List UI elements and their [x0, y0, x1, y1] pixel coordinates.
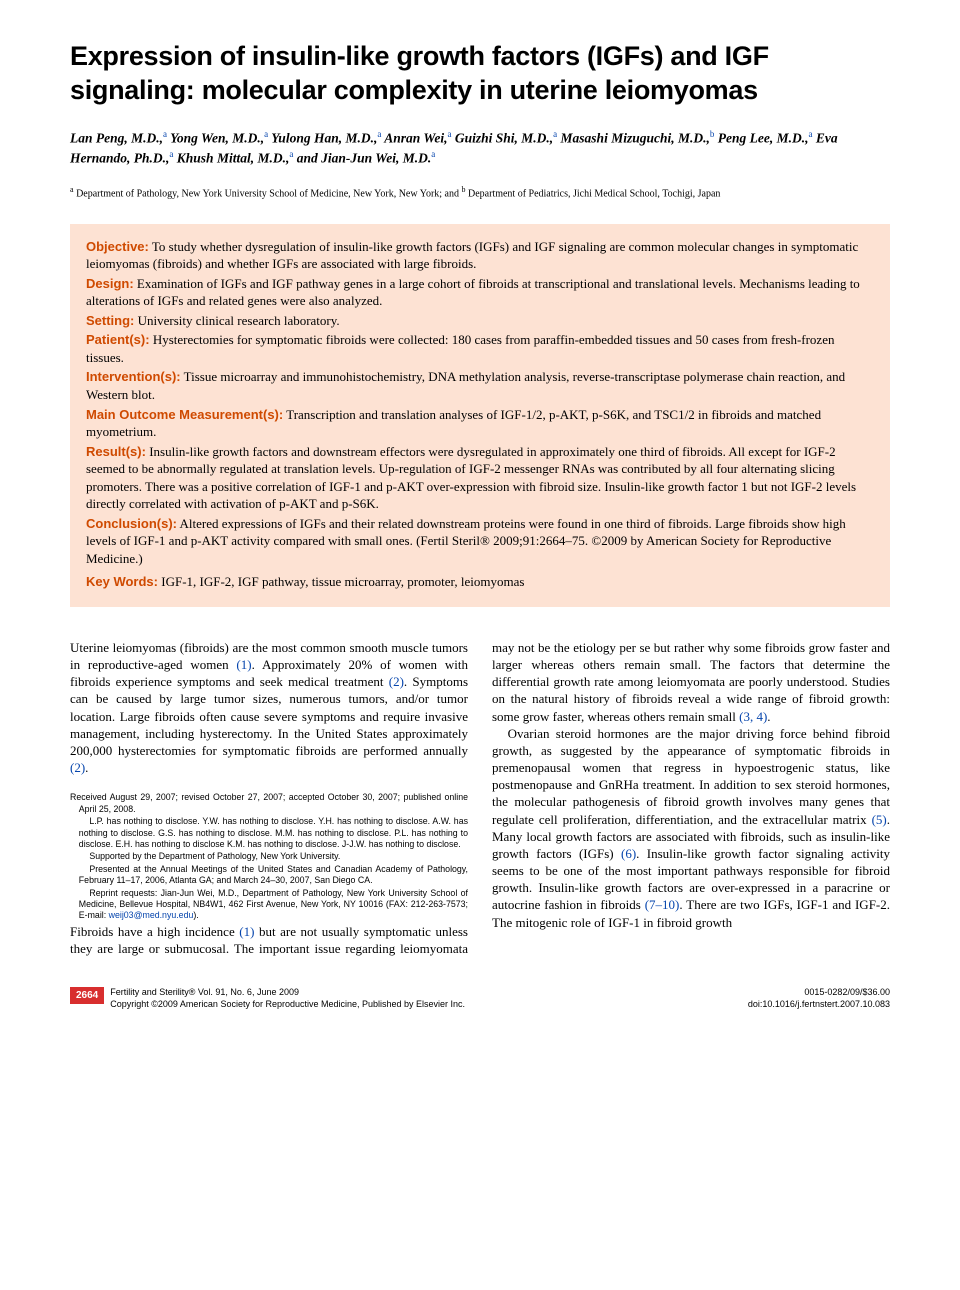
- citation-link[interactable]: (3, 4): [739, 709, 767, 724]
- abstract-conclusions: Conclusion(s): Altered expressions of IG…: [86, 515, 874, 568]
- body-columns: Uterine leiomyomas (fibroids) are the mo…: [70, 639, 890, 957]
- abstract-setting: Setting: University clinical research la…: [86, 312, 874, 330]
- abstract-text: Tissue microarray and immunohistochemist…: [86, 369, 845, 402]
- footnotes-block: Received August 29, 2007; revised Octobe…: [70, 792, 468, 922]
- footer-left: 2664 Fertility and Sterility® Vol. 91, N…: [70, 987, 465, 1010]
- citation-link[interactable]: (2): [389, 674, 404, 689]
- citation-link[interactable]: (1): [239, 924, 254, 939]
- body-paragraph: Ovarian steroid hormones are the major d…: [492, 725, 890, 931]
- abstract-text: IGF-1, IGF-2, IGF pathway, tissue microa…: [161, 574, 524, 589]
- abstract-label: Key Words:: [86, 574, 158, 589]
- abstract-label: Conclusion(s):: [86, 516, 177, 531]
- citation-link[interactable]: (7–10): [645, 897, 680, 912]
- abstract-measurements: Main Outcome Measurement(s): Transcripti…: [86, 406, 874, 441]
- abstract-box: Objective: To study whether dysregulatio…: [70, 224, 890, 607]
- footnote: L.P. has nothing to disclose. Y.W. has n…: [70, 816, 468, 850]
- footnote: Presented at the Annual Meetings of the …: [70, 864, 468, 887]
- abstract-label: Patient(s):: [86, 332, 150, 347]
- abstract-label: Objective:: [86, 239, 149, 254]
- authors-list: Lan Peng, M.D.,a Yong Wen, M.D.,a Yulong…: [70, 128, 890, 169]
- abstract-label: Setting:: [86, 313, 134, 328]
- footnote: Received August 29, 2007; revised Octobe…: [70, 792, 468, 815]
- abstract-keywords: Key Words: IGF-1, IGF-2, IGF pathway, ti…: [86, 573, 874, 591]
- abstract-label: Design:: [86, 276, 134, 291]
- page-number-badge: 2664: [70, 987, 104, 1004]
- journal-citation: Fertility and Sterility® Vol. 91, No. 6,…: [110, 987, 465, 999]
- abstract-results: Result(s): Insulin-like growth factors a…: [86, 443, 874, 513]
- abstract-text: University clinical research laboratory.: [138, 313, 340, 328]
- abstract-label: Intervention(s):: [86, 369, 181, 384]
- page-footer: 2664 Fertility and Sterility® Vol. 91, N…: [70, 987, 890, 1010]
- abstract-patients: Patient(s): Hysterectomies for symptomat…: [86, 331, 874, 366]
- abstract-text: To study whether dysregulation of insuli…: [86, 239, 858, 272]
- citation-link[interactable]: (1): [236, 657, 251, 672]
- abstract-interventions: Intervention(s): Tissue microarray and i…: [86, 368, 874, 403]
- doi-line: doi:10.1016/j.fertnstert.2007.10.083: [748, 999, 890, 1011]
- affiliations: a Department of Pathology, New York Univ…: [70, 184, 890, 201]
- footer-right: 0015-0282/09/$36.00 doi:10.1016/j.fertns…: [748, 987, 890, 1010]
- issn-line: 0015-0282/09/$36.00: [748, 987, 890, 999]
- abstract-label: Result(s):: [86, 444, 146, 459]
- email-link[interactable]: weij03@med.nyu.edu: [109, 910, 194, 920]
- abstract-objective: Objective: To study whether dysregulatio…: [86, 238, 874, 273]
- copyright-line: Copyright ©2009 American Society for Rep…: [110, 999, 465, 1011]
- abstract-text: Altered expressions of IGFs and their re…: [86, 516, 846, 566]
- abstract-text: Examination of IGFs and IGF pathway gene…: [86, 276, 860, 309]
- abstract-text: Insulin-like growth factors and downstre…: [86, 444, 856, 512]
- citation-link[interactable]: (6): [621, 846, 636, 861]
- body-paragraph: Uterine leiomyomas (fibroids) are the mo…: [70, 639, 468, 776]
- citation-link[interactable]: (5): [872, 812, 887, 827]
- citation-link[interactable]: (2): [70, 760, 85, 775]
- abstract-design: Design: Examination of IGFs and IGF path…: [86, 275, 874, 310]
- footnote: Supported by the Department of Pathology…: [70, 851, 468, 862]
- abstract-label: Main Outcome Measurement(s):: [86, 407, 283, 422]
- article-title: Expression of insulin-like growth factor…: [70, 40, 890, 108]
- abstract-text: Hysterectomies for symptomatic fibroids …: [86, 332, 834, 365]
- footnote: Reprint requests: Jian-Jun Wei, M.D., De…: [70, 888, 468, 922]
